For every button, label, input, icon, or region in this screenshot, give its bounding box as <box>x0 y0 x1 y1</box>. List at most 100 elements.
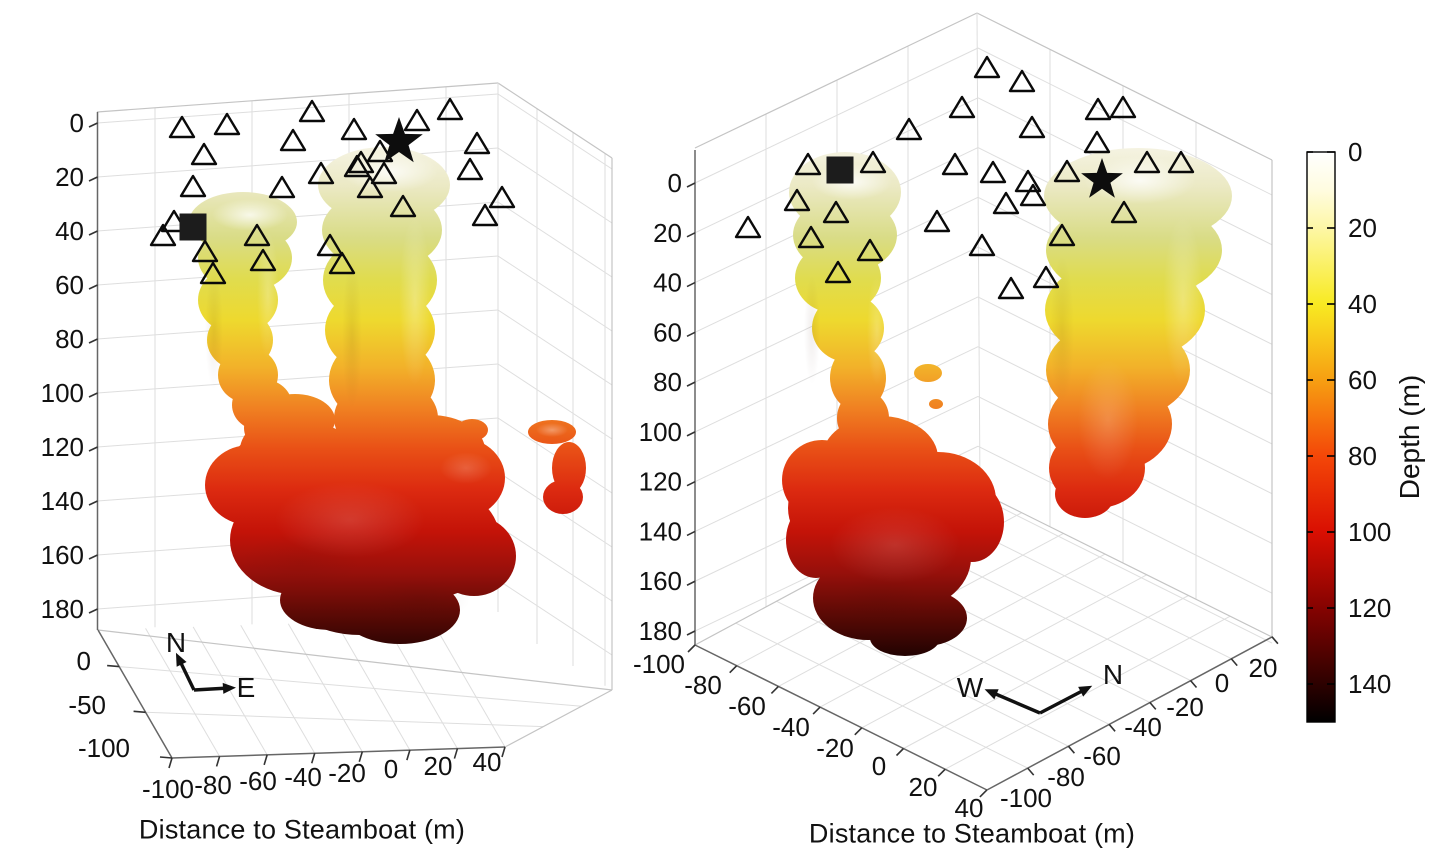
star-marker <box>375 117 423 163</box>
compass-arrowhead <box>984 689 999 700</box>
station-triangle-marker <box>979 160 1007 184</box>
grid-line <box>497 93 613 170</box>
station-triangle-marker <box>190 142 218 166</box>
station-triangle-marker <box>340 117 368 141</box>
colorbar-tick-label: 60 <box>1348 365 1377 395</box>
left-compass: NE <box>166 627 255 703</box>
z-tick-label: 180 <box>41 594 84 624</box>
grid-line <box>497 201 613 278</box>
grid-line <box>944 615 1231 770</box>
station-triangle-marker <box>213 112 241 136</box>
z-tick-label: 80 <box>653 367 682 397</box>
y-tick <box>107 664 120 668</box>
z-tick <box>88 284 98 290</box>
station-triangle-marker <box>992 191 1020 215</box>
square-marker <box>826 156 854 184</box>
specular-highlight <box>830 507 960 583</box>
y-tick-label: -40 <box>1124 712 1162 742</box>
z-tick-label: 140 <box>639 516 682 546</box>
station-triangle-marker <box>1167 150 1195 174</box>
grid-line <box>97 93 499 124</box>
z-tick-label: 40 <box>653 268 682 298</box>
x-tick-label: -100 <box>633 649 685 679</box>
z-tick-label: 0 <box>70 108 84 138</box>
station-triangle-marker <box>149 223 177 247</box>
z-tick-label: 60 <box>55 270 84 300</box>
xlabel-left-panel: Distance to Steamboat (m) <box>138 814 466 845</box>
station-triangle-marker <box>859 150 887 174</box>
station-triangle-marker <box>347 150 375 174</box>
grid-line <box>861 574 1148 729</box>
x-tick <box>215 756 221 767</box>
x-axis-line <box>171 746 506 759</box>
station-triangle-marker <box>307 161 335 185</box>
isosurface-blob-floating_blobs <box>914 364 942 382</box>
specular-highlight <box>440 452 492 484</box>
station-triangle-marker <box>1032 265 1060 289</box>
z-tick-label: 180 <box>639 616 682 646</box>
grid-line <box>97 255 499 286</box>
x-tick <box>687 644 696 653</box>
station-triangle-marker <box>436 97 464 121</box>
z-tick-label: 140 <box>41 486 84 516</box>
station-triangle-marker <box>389 194 417 218</box>
isosurface-blob-basal_mass <box>432 516 516 596</box>
station-triangle-marker <box>328 251 356 275</box>
specular-highlight <box>399 215 431 385</box>
left-markers <box>149 97 516 285</box>
grid-line <box>497 579 613 656</box>
z-tick <box>686 630 696 636</box>
x-tick-label: -100 <box>142 774 194 804</box>
z-tick-label: 20 <box>55 162 84 192</box>
station-triangle-marker <box>941 152 969 176</box>
y-tick <box>1149 701 1157 710</box>
z-tick-label: 160 <box>41 540 84 570</box>
y-tick-label: -100 <box>1000 783 1052 813</box>
station-triangle-marker <box>997 276 1025 300</box>
isosurface-blob-basal_mass <box>786 502 846 578</box>
shaded-region <box>205 270 223 390</box>
y-tick-label: -60 <box>1083 741 1121 771</box>
isosurface-blob-basal_mass <box>870 620 940 656</box>
y-tick-label: -50 <box>68 690 106 720</box>
station-triangle-marker <box>1008 69 1036 93</box>
station-triangle-marker <box>822 200 850 224</box>
station-triangle-marker <box>179 174 207 198</box>
compass-arrow-shaft <box>990 690 1041 715</box>
x-tick-label: -80 <box>194 770 232 800</box>
x-tick-label: 40 <box>955 793 984 823</box>
square-marker <box>179 213 207 241</box>
y-tick-label: 20 <box>1249 653 1278 683</box>
colorbar-tick-label: 40 <box>1348 289 1377 319</box>
box-edge <box>976 12 1273 161</box>
compass-arrowhead <box>222 682 236 694</box>
z-tick <box>686 281 696 288</box>
specular-highlight <box>1078 360 1138 480</box>
station-triangle-marker <box>403 108 431 132</box>
compass-arrowhead <box>1078 685 1093 697</box>
x-tick <box>358 751 364 762</box>
y-tick <box>1027 767 1035 776</box>
station-triangle-marker <box>1053 159 1081 183</box>
station-triangle-marker <box>191 239 219 263</box>
station-triangle-marker <box>948 95 976 119</box>
station-triangle-marker <box>895 117 923 141</box>
grid-line <box>497 363 613 440</box>
z-tick-label: 100 <box>41 378 84 408</box>
shaded-region <box>370 578 470 622</box>
z-tick <box>686 480 696 487</box>
grid-line <box>776 600 1069 747</box>
z-tick-label: 20 <box>653 218 682 248</box>
station-triangle-marker <box>463 131 491 155</box>
y-tick-label: 0 <box>1215 668 1229 698</box>
station-triangle-marker <box>471 203 499 227</box>
z-tick <box>88 392 98 398</box>
station-triangle-marker <box>279 128 307 152</box>
station-triangle-marker <box>973 55 1001 79</box>
colorbar-tick-label: 100 <box>1348 517 1391 547</box>
x-tick <box>453 748 459 759</box>
specular-highlight <box>212 199 288 231</box>
grid-line <box>97 309 499 340</box>
station-triangle-marker <box>1048 223 1076 247</box>
